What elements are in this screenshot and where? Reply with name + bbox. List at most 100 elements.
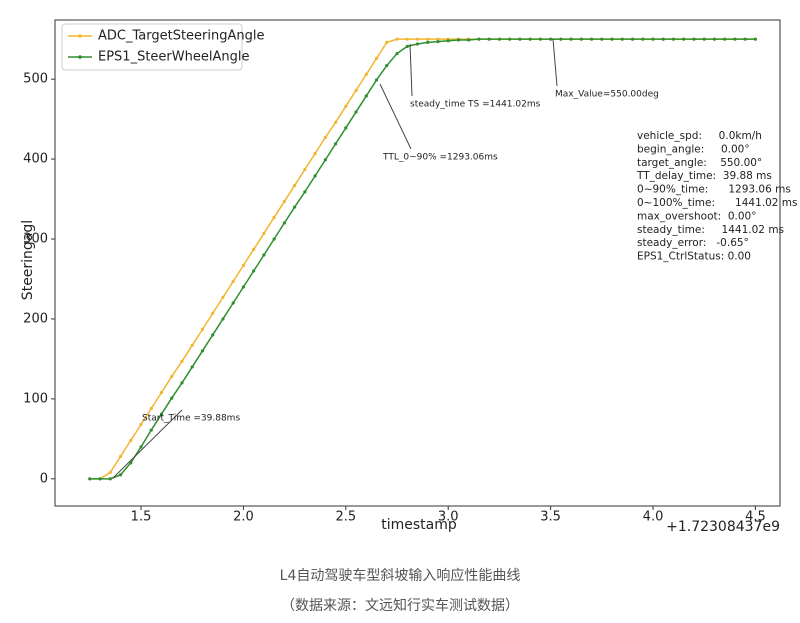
point [671,37,676,41]
point [129,438,133,443]
point [241,263,246,267]
legend-box [61,23,243,71]
point [364,72,368,76]
point [620,37,624,41]
caption-source: （数据来源：文远知行实车测试数据） [281,598,519,614]
point [149,406,153,411]
legend: ADC_TargetSteeringAngle EPS1_SteerWheelAn… [61,23,265,71]
series-line [89,38,756,480]
point [712,37,717,41]
annotation-arrow [409,43,413,97]
point [589,37,594,41]
point [610,37,614,41]
y-tick-label: 500 [23,72,48,87]
stats-line: EPS1_CtrlStatus: 0.00 [637,251,751,263]
point [118,454,123,459]
point [190,343,194,347]
point [252,269,256,273]
annotation-arrow [552,38,558,87]
point [333,120,338,124]
stats-line: steady_time: 1441.02 ms [637,224,784,236]
annotation-arrow [112,409,183,479]
legend-label: EPS1_SteerWheelAngle [98,50,249,65]
point [415,37,420,41]
point [231,279,235,283]
y-tick-label: 0 [40,471,48,486]
point [528,37,532,41]
annotation: Max_Value=550.00deg [555,90,659,100]
x-axis-label: timestamp [381,517,457,533]
stats-line: TT_delay_time: 39.88 ms [636,170,772,182]
point [385,63,389,68]
stats-line: begin_angle: 0.00° [637,143,750,155]
point [159,390,164,395]
point [508,37,512,41]
stats-line: max_overshoot: 0.00° [637,210,756,222]
annotation: Start_Time =39.88ms [142,414,240,424]
x-tick-label: 2.0 [233,510,254,525]
point [405,37,409,41]
x-tick-label: 2.5 [335,510,356,525]
y-axis-label: Steeringagl [20,220,36,300]
point [374,56,379,60]
plot-frame [54,19,781,507]
point [149,428,153,432]
point [395,37,399,41]
point [467,38,471,42]
point [753,37,758,41]
point [364,94,368,98]
point [630,37,635,41]
annotation: steady_time TS =1441.02ms [410,100,541,110]
point [436,37,440,41]
point [487,37,491,41]
point [456,38,461,42]
point [354,88,358,92]
point [170,374,174,379]
x-tick-label: 4.0 [643,510,664,525]
point [200,349,205,353]
point [293,183,297,188]
point [108,470,112,475]
point [282,221,286,225]
y-tick-label: 200 [23,311,48,326]
point [252,247,256,252]
point [159,412,164,416]
legend-marker [78,34,82,38]
point [579,37,583,41]
point [139,422,143,427]
point [682,37,686,41]
legend-label: ADC_TargetSteeringAngle [98,29,265,44]
point [262,253,266,257]
x-tick-label: 3.5 [540,510,561,525]
point [344,104,348,108]
point [743,37,747,41]
point [702,37,706,41]
point [641,37,645,41]
point [313,151,317,156]
stats-line: target_angle: 550.00° [637,157,762,169]
point [344,126,348,130]
point [477,37,481,41]
point [692,37,696,41]
point [221,317,225,321]
x-tick-label: 3.0 [438,510,459,525]
point [118,473,123,477]
point [446,39,450,43]
point [200,327,205,331]
point [415,42,420,46]
point [241,285,246,289]
point [303,167,307,172]
annotation: TTL_0~90% =1293.06ms [382,153,498,163]
point [211,311,215,315]
point [262,231,266,236]
point [723,37,727,41]
y-tick-label: 300 [23,232,48,247]
point [170,396,174,400]
legend-marker [78,55,82,59]
stats-line: steady_error: -0.65° [637,237,749,249]
point [211,333,215,337]
stats-line: 0~90%_time: 1293.06 ms [637,184,791,196]
point [231,301,235,305]
point [538,37,542,41]
